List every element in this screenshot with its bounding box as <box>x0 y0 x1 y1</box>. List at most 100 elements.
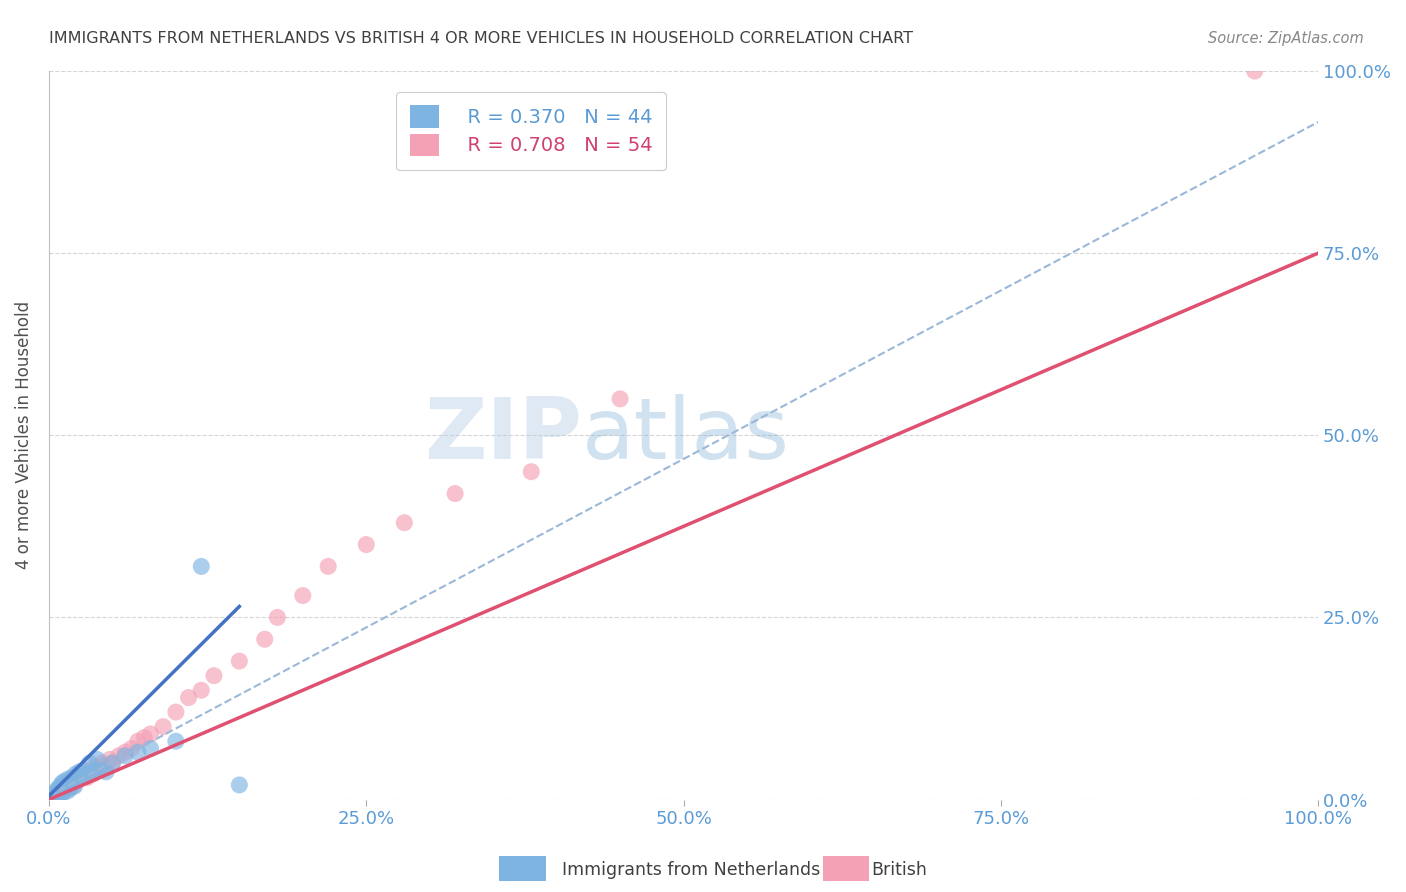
Point <box>45 788 67 802</box>
Text: Immigrants from Netherlands: Immigrants from Netherlands <box>562 861 821 879</box>
Point <box>94 760 117 774</box>
Point <box>56 772 79 786</box>
Point <box>56 784 79 798</box>
Point <box>45 784 67 798</box>
Point <box>101 756 124 770</box>
Point <box>49 784 72 798</box>
Point <box>66 774 89 789</box>
Point <box>67 772 90 786</box>
Point <box>41 790 63 805</box>
Point <box>98 752 121 766</box>
Text: IMMIGRANTS FROM NETHERLANDS VS BRITISH 4 OR MORE VEHICLES IN HOUSEHOLD CORRELATI: IMMIGRANTS FROM NETHERLANDS VS BRITISH 4… <box>49 31 914 46</box>
Point <box>134 731 156 745</box>
Point <box>165 705 187 719</box>
Point <box>42 789 65 803</box>
Point <box>177 690 200 705</box>
Point <box>52 786 75 800</box>
Point <box>55 781 77 796</box>
Point <box>48 785 70 799</box>
Legend:   R = 0.370   N = 44,   R = 0.708   N = 54: R = 0.370 N = 44, R = 0.708 N = 54 <box>396 92 666 169</box>
Point <box>266 610 288 624</box>
Point <box>53 784 76 798</box>
Point <box>202 668 225 682</box>
Point <box>59 778 82 792</box>
Point <box>1243 64 1265 78</box>
Point <box>72 764 94 778</box>
Point <box>41 790 63 805</box>
Point <box>53 774 76 789</box>
Point <box>101 756 124 770</box>
Point <box>65 767 87 781</box>
Point <box>291 589 314 603</box>
Point <box>127 745 149 759</box>
Point <box>190 559 212 574</box>
Point <box>42 789 65 804</box>
Point <box>76 771 98 785</box>
Point <box>82 767 104 781</box>
Point <box>253 632 276 647</box>
Point <box>139 727 162 741</box>
Point <box>89 764 111 778</box>
Point <box>60 776 83 790</box>
Point <box>356 537 378 551</box>
Point <box>60 771 83 785</box>
Point <box>63 780 86 794</box>
Point <box>165 734 187 748</box>
Point <box>89 764 111 778</box>
Point <box>59 780 82 795</box>
Point <box>72 767 94 781</box>
Point <box>52 782 75 797</box>
Point <box>66 772 89 786</box>
Point <box>69 769 91 783</box>
Point <box>45 788 67 802</box>
Point <box>62 775 84 789</box>
Point <box>228 778 250 792</box>
Point <box>42 789 65 803</box>
Text: atlas: atlas <box>582 393 790 477</box>
Text: British: British <box>872 861 928 879</box>
Point <box>55 778 77 792</box>
Point <box>51 785 73 799</box>
Point <box>79 756 101 770</box>
Point <box>51 776 73 790</box>
Point <box>46 789 69 803</box>
Point <box>56 780 79 794</box>
Point <box>82 764 104 779</box>
Point <box>316 559 339 574</box>
Point <box>94 764 117 779</box>
Point <box>44 791 66 805</box>
Point <box>139 741 162 756</box>
Point <box>58 780 80 795</box>
Point <box>114 745 136 759</box>
Point <box>62 774 84 789</box>
Point <box>127 734 149 748</box>
Point <box>228 654 250 668</box>
Point <box>67 764 90 779</box>
Text: Source: ZipAtlas.com: Source: ZipAtlas.com <box>1208 31 1364 46</box>
Point <box>48 787 70 801</box>
Point <box>49 787 72 801</box>
Point <box>114 748 136 763</box>
Point <box>44 788 66 802</box>
Point <box>69 771 91 785</box>
Point <box>84 760 107 774</box>
Point <box>63 778 86 792</box>
Point <box>58 776 80 790</box>
Point <box>394 516 416 530</box>
Point <box>107 748 129 763</box>
Point <box>55 780 77 794</box>
Point <box>53 781 76 796</box>
Point <box>46 786 69 800</box>
Point <box>86 752 108 766</box>
Point <box>76 767 98 781</box>
Point <box>42 789 65 804</box>
Point <box>152 720 174 734</box>
Point <box>79 764 101 778</box>
Point <box>55 780 77 795</box>
Point <box>46 781 69 796</box>
Point <box>49 780 72 794</box>
Text: ZIP: ZIP <box>425 393 582 477</box>
Point <box>44 787 66 801</box>
Point <box>51 784 73 798</box>
Point <box>520 465 543 479</box>
